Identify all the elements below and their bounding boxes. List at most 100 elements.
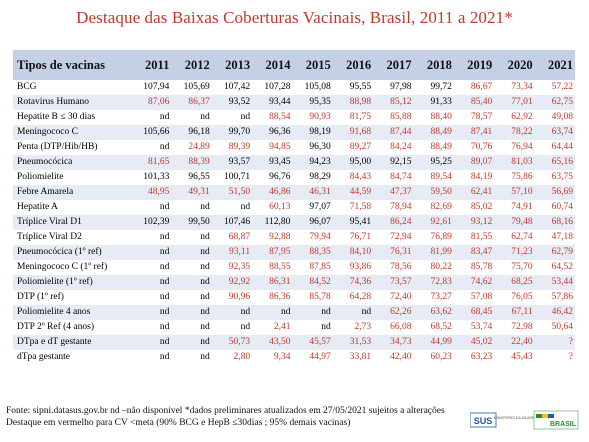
coverage-value: nd [332,305,374,320]
coverage-value: 86,37 [171,95,212,110]
coverage-value: 73,27 [413,290,454,305]
coverage-value: 90,93 [292,110,333,125]
table-header-row: Tipos de vacinas 2011 2012 2013 2014 2015 2016… [13,50,575,80]
coverage-value: 92,61 [413,215,454,230]
coverage-value: 87,44 [373,125,414,140]
coverage-value: 68,16 [534,215,575,230]
coverage-value: 76,05 [494,290,535,305]
table-row: Meningococo C (1º ref) nd nd 92,35 88,55 87,8… [13,260,575,275]
coverage-value: 76,94 [494,140,535,155]
vaccine-name: Tríplice Viral D2 [13,230,131,245]
coverage-value: 64,44 [534,140,575,155]
coverage-value: nd [171,275,212,290]
coverage-value: 90,96 [211,290,253,305]
coverage-value: 79,94 [292,230,333,245]
coverage-value: 74,36 [332,275,374,290]
coverage-value: 75,70 [494,260,535,275]
table-row: dTpa gestante nd nd 2,80 9,34 44,97 33,81 42,40… [13,350,575,365]
coverage-value: nd [131,110,172,125]
coverage-value: 34,73 [373,335,414,350]
source-note: Fonte: sipni.datasus.gov.br nd –não disp… [6,405,445,429]
coverage-value: 93,86 [332,260,374,275]
coverage-value: nd [131,335,172,350]
coverage-value: 53,74 [453,320,495,335]
coverage-value: 72,98 [494,320,535,335]
coverage-value: 99,72 [413,80,454,95]
vaccine-name: DTpa e dT gestante [13,335,131,350]
coverage-value: 96,76 [252,170,293,185]
header-year: 2014 [252,50,293,80]
coverage-value: 85,02 [453,200,495,215]
coverage-value: 72,83 [413,275,454,290]
coverage-value: nd [171,260,212,275]
coverage-value: 62,41 [453,185,495,200]
vaccine-name: DTP 2º Ref (4 anos) [13,320,131,335]
coverage-value: 64,28 [332,290,374,305]
coverage-value: 9,34 [252,350,293,365]
coverage-value: 73,34 [494,80,535,95]
coverage-value: 105,66 [131,125,172,140]
table-row: Febre Amarela 48,95 49,31 51,50 46,86 46,31 44… [13,185,575,200]
coverage-value: 97,98 [373,80,414,95]
coverage-value: 93,52 [211,95,253,110]
table-row: Pneumocócica 81,65 88,39 93,57 93,45 94,23 95,… [13,155,575,170]
coverage-value: 105,08 [292,80,333,95]
coverage-value: 50,64 [534,320,575,335]
coverage-value: 68,45 [453,305,495,320]
svg-text:MINISTÉRIO DA SAÚDE: MINISTÉRIO DA SAÚDE [494,415,535,420]
vaccine-name: Meningococo C [13,125,131,140]
brasil-gov-logo: BRASIL [533,410,579,430]
coverage-value: 95,41 [332,215,374,230]
header-year: 2021 [534,50,575,80]
table-row: Penta (DTP/Hib/HB) nd 24,89 89,39 94,85 96,30… [13,140,575,155]
vaccine-coverage-table: Tipos de vacinas 2011 2012 2013 2014 2015 2016… [13,50,575,365]
sus-logo: SUS [470,412,497,428]
coverage-value: 100,71 [211,170,253,185]
coverage-value: 112,80 [252,215,293,230]
coverage-value: 44,59 [332,185,374,200]
coverage-value: 102,39 [131,215,172,230]
coverage-value: 93,12 [453,215,495,230]
coverage-value: 96,36 [252,125,293,140]
government-logos: SUS MINISTÉRIO DA SAÚDE BRASIL [470,410,579,430]
coverage-value: 98,29 [292,170,333,185]
coverage-value: 76,89 [413,230,454,245]
coverage-value: 84,19 [453,170,495,185]
vaccine-name: Poliomielite [13,170,131,185]
vaccine-name: Rotavírus Humano [13,95,131,110]
coverage-value: 83,47 [453,245,495,260]
coverage-value: 81,55 [453,230,495,245]
table-row: BCG 107,94 105,69 107,42 107,28 105,08 95,55 97… [13,80,575,95]
coverage-value: 33,81 [332,350,374,365]
vaccine-name: DTP (1º ref) [13,290,131,305]
coverage-value: 94,23 [292,155,333,170]
coverage-value: 45,02 [453,335,495,350]
page-title: Destaque das Baixas Coberturas Vacinais,… [76,8,513,27]
coverage-value: 47,18 [534,230,575,245]
vaccine-name: Poliomielite 4 anos [13,305,131,320]
coverage-value: 68,52 [413,320,454,335]
coverage-value: 71,58 [332,200,374,215]
coverage-value: 88,98 [332,95,374,110]
coverage-value: 71,23 [494,245,535,260]
coverage-value: 107,46 [211,215,253,230]
coverage-value: 81,65 [131,155,172,170]
coverage-value: 73,57 [373,275,414,290]
coverage-value: 75,86 [494,170,535,185]
table-row: Rotavírus Humano 87,06 86,37 93,52 93,44 95,3… [13,95,575,110]
coverage-value: 86,36 [252,290,293,305]
coverage-value: ? [534,350,575,365]
coverage-value: 51,50 [211,185,253,200]
coverage-value: nd [211,110,253,125]
coverage-value: 24,89 [171,140,212,155]
coverage-value: 74,62 [453,275,495,290]
vaccine-name: Pneumocócica [13,155,131,170]
coverage-value: nd [131,140,172,155]
coverage-value: 43,50 [252,335,293,350]
coverage-value: 57,22 [534,80,575,95]
coverage-value: 93,44 [252,95,293,110]
coverage-value: nd [171,305,212,320]
coverage-value: 89,54 [413,170,454,185]
coverage-value: 91,33 [413,95,454,110]
